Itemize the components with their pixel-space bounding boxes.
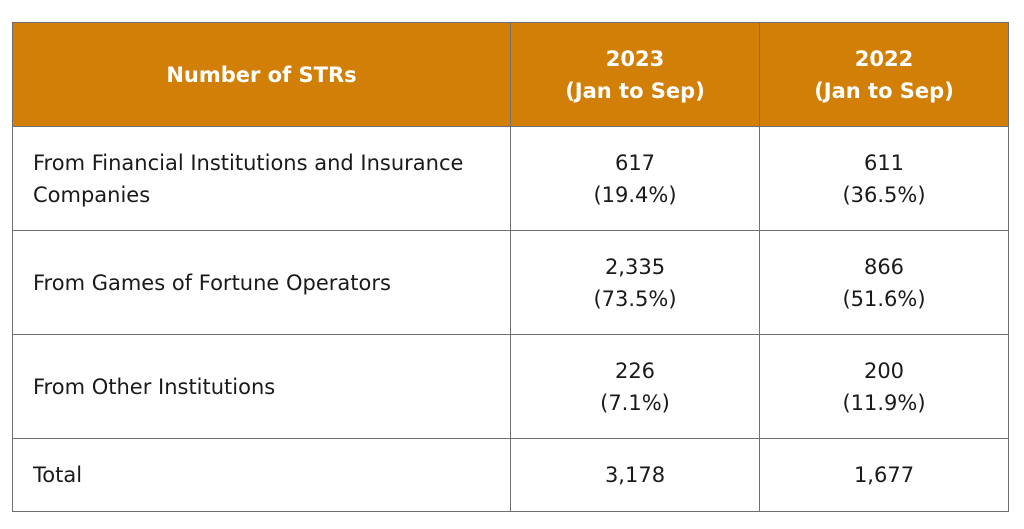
table-row: From Other Institutions 226 (7.1%) 200 (… xyxy=(12,334,1009,439)
percent-2022: (11.9%) xyxy=(842,390,926,415)
row-label-cell: From Games of Fortune Operators xyxy=(12,230,511,335)
str-table-container: Number of STRs 2023 (Jan to Sep) 2022 (J… xyxy=(12,22,1009,512)
header-2023-period: (Jan to Sep) xyxy=(565,78,705,103)
value-2022-cell: 611 (36.5%) xyxy=(759,126,1009,231)
header-label-cell: Number of STRs xyxy=(12,22,511,127)
row-label-line2: Companies xyxy=(33,182,151,207)
row-label: From Other Institutions xyxy=(33,374,276,399)
table-row: From Games of Fortune Operators 2,335 (7… xyxy=(12,230,1009,335)
value-2022-cell: 866 (51.6%) xyxy=(759,230,1009,335)
value-2022: 866 xyxy=(863,254,905,279)
header-2022-year: 2022 xyxy=(854,46,914,71)
value-2023: 617 xyxy=(614,150,656,175)
header-2022-period: (Jan to Sep) xyxy=(814,78,954,103)
row-label-line1: From Financial Institutions and Insuranc… xyxy=(33,150,464,175)
header-2022-cell: 2022 (Jan to Sep) xyxy=(759,22,1009,127)
header-2023-year: 2023 xyxy=(605,46,665,71)
percent-2023: (7.1%) xyxy=(600,390,670,415)
value-2023-cell: 2,335 (73.5%) xyxy=(510,230,760,335)
value-2022-cell: 200 (11.9%) xyxy=(759,334,1009,439)
total-2023: 3,178 xyxy=(604,463,666,487)
percent-2022: (51.6%) xyxy=(842,286,926,311)
header-row: Number of STRs 2023 (Jan to Sep) 2022 (J… xyxy=(12,22,1009,127)
value-2023-cell: 226 (7.1%) xyxy=(510,334,760,439)
value-2023-cell: 617 (19.4%) xyxy=(510,126,760,231)
header-label: Number of STRs xyxy=(166,62,357,87)
value-2022: 611 xyxy=(863,150,905,175)
total-2022-cell: 1,677 xyxy=(759,438,1009,512)
row-label-cell: From Financial Institutions and Insuranc… xyxy=(12,126,511,231)
total-2022: 1,677 xyxy=(853,463,915,487)
total-row: Total 3,178 1,677 xyxy=(12,438,1009,512)
header-2023-cell: 2023 (Jan to Sep) xyxy=(510,22,760,127)
total-label-cell: Total xyxy=(12,438,511,512)
str-statistics-table: Number of STRs 2023 (Jan to Sep) 2022 (J… xyxy=(12,22,1009,512)
total-2023-cell: 3,178 xyxy=(510,438,760,512)
percent-2022: (36.5%) xyxy=(842,182,926,207)
row-label: From Games of Fortune Operators xyxy=(33,270,391,295)
row-label-cell: From Other Institutions xyxy=(12,334,511,439)
percent-2023: (19.4%) xyxy=(593,182,677,207)
table-row: From Financial Institutions and Insuranc… xyxy=(12,126,1009,231)
percent-2023: (73.5%) xyxy=(593,286,677,311)
value-2023: 226 xyxy=(614,358,656,383)
total-label: Total xyxy=(33,463,83,487)
value-2022: 200 xyxy=(863,358,905,383)
value-2023: 2,335 xyxy=(604,254,666,279)
